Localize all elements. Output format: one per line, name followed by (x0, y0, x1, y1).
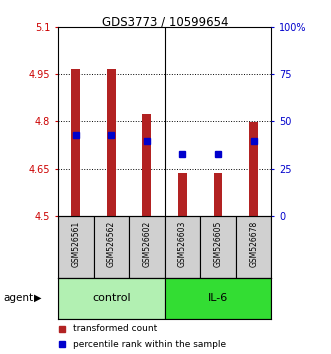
Bar (178, 173, 187, 216)
Bar (58, 278, 165, 319)
Bar (200, 216, 236, 278)
Text: GDS3773 / 10599654: GDS3773 / 10599654 (102, 16, 229, 29)
Bar (107, 69, 116, 216)
Text: GSM526562: GSM526562 (107, 221, 116, 267)
Text: GSM526561: GSM526561 (71, 221, 80, 267)
Bar (249, 122, 258, 216)
Text: GSM526678: GSM526678 (249, 221, 258, 267)
Bar (58, 216, 93, 278)
Bar (165, 216, 200, 278)
Text: agent: agent (3, 293, 33, 303)
Bar (71, 69, 80, 216)
Bar (93, 216, 129, 278)
Text: IL-6: IL-6 (208, 293, 228, 303)
Text: GSM526602: GSM526602 (142, 221, 151, 267)
Bar (236, 216, 271, 278)
Text: control: control (92, 293, 131, 303)
Bar (213, 173, 222, 216)
Text: GSM526605: GSM526605 (213, 221, 222, 267)
Text: ▶: ▶ (34, 293, 42, 303)
Bar (129, 216, 165, 278)
Text: GSM526603: GSM526603 (178, 221, 187, 267)
Bar (165, 278, 271, 319)
Text: transformed count: transformed count (73, 324, 157, 333)
Bar (142, 114, 151, 216)
Text: percentile rank within the sample: percentile rank within the sample (73, 339, 226, 349)
